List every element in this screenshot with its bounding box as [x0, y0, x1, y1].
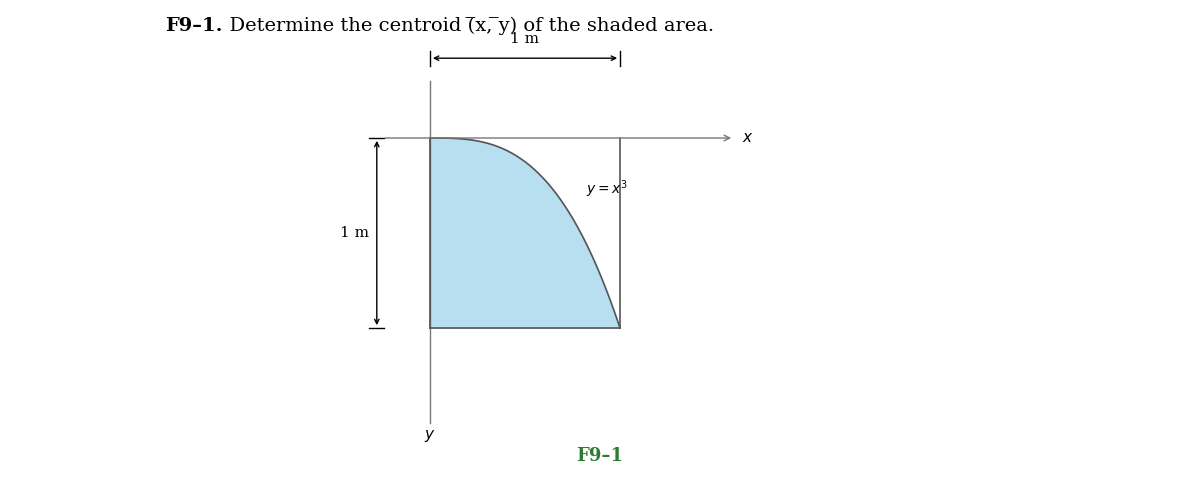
Text: 1 m: 1 m — [340, 226, 368, 240]
Text: $y = x^3$: $y = x^3$ — [586, 178, 628, 200]
Text: 1 m: 1 m — [510, 32, 540, 46]
Text: $x$: $x$ — [742, 131, 754, 145]
Text: $y$: $y$ — [425, 428, 436, 444]
Polygon shape — [430, 138, 620, 328]
Text: F9–1: F9–1 — [576, 447, 624, 465]
Text: F9–1.: F9–1. — [166, 17, 222, 35]
Text: Determine the centroid (̅x, ̅y) of the shaded area.: Determine the centroid (̅x, ̅y) of the s… — [217, 17, 714, 35]
